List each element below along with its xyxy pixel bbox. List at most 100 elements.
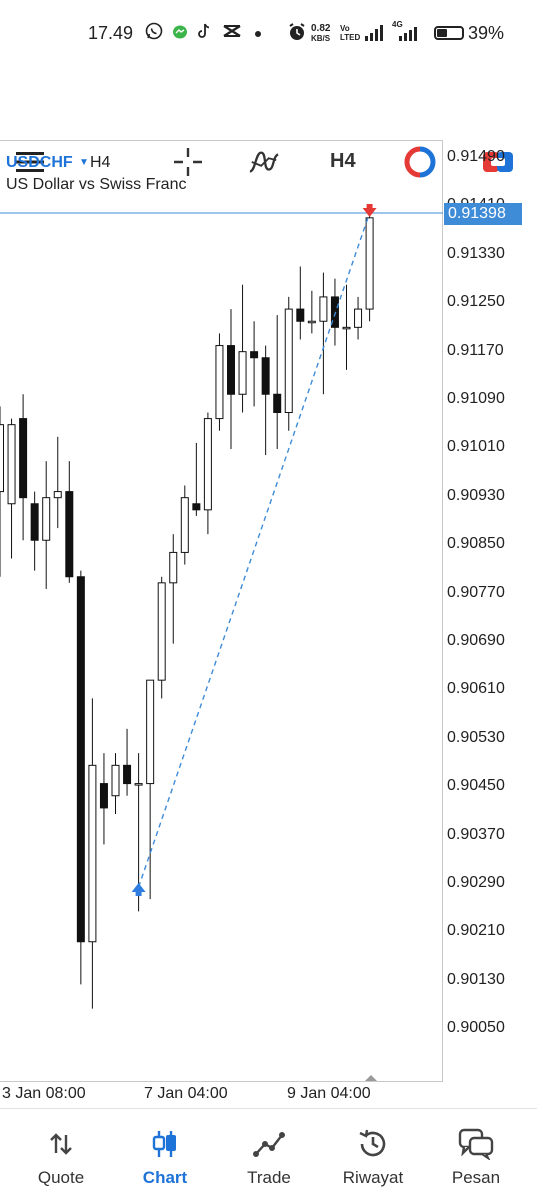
candle [307, 290, 316, 334]
sell-arrow-icon [362, 203, 377, 217]
candlestick-plot[interactable] [0, 141, 443, 1081]
trade-line-icon [224, 1124, 314, 1164]
nav-history[interactable]: Riwayat [328, 1124, 418, 1188]
candle [19, 394, 28, 541]
price-axis-label: 0.90850 [447, 535, 505, 553]
price-axis-label: 0.90530 [447, 728, 505, 746]
capcut-icon [222, 23, 242, 42]
nav-quote[interactable]: Quote [16, 1124, 106, 1188]
price-axis-label: 0.90690 [447, 632, 505, 649]
objects-icon[interactable] [404, 146, 436, 178]
nav-history-label: Riwayat [342, 1168, 404, 1187]
candle [250, 321, 259, 407]
tiktok-icon [196, 22, 212, 43]
alarm-icon [287, 22, 307, 45]
symbol-dropdown-icon[interactable]: ▼ [79, 157, 89, 168]
candle [146, 679, 155, 900]
chart-timeframe: H4 [90, 154, 111, 171]
signal-4g-icon [398, 26, 420, 47]
candle [42, 461, 51, 589]
price-axis-label: 0.90770 [447, 583, 505, 601]
candle [180, 485, 189, 565]
nav-chart-label: Chart [142, 1168, 188, 1187]
price-axis-label: 0.91170 [447, 341, 504, 359]
candle [157, 576, 166, 699]
price-axis-label: 0.91330 [447, 244, 505, 262]
scroll-marker-icon [365, 1075, 377, 1081]
whatsapp-icon [145, 22, 163, 43]
candle [7, 418, 16, 559]
price-axis-label: 0.91490 [447, 148, 505, 165]
candle [169, 534, 178, 644]
candle [215, 333, 224, 431]
price-axis-label: 0.90210 [447, 922, 505, 940]
chart-candles-icon [120, 1124, 210, 1164]
history-icon [328, 1124, 418, 1164]
symbol-label[interactable]: USDCHF [6, 154, 73, 171]
candle [76, 570, 85, 985]
net-speed: 0.82 KB/S [311, 23, 331, 44]
messages-icon [431, 1124, 521, 1164]
candle [296, 266, 305, 340]
time-axis-label: 7 Jan 04:00 [144, 1085, 228, 1102]
candle [227, 309, 235, 449]
battery-icon [434, 26, 464, 40]
candle [238, 284, 247, 413]
chart-area[interactable] [0, 140, 443, 1082]
price-axis-label: 0.91090 [447, 390, 505, 407]
price-axis-label: 0.91250 [447, 293, 505, 311]
trendline[interactable] [137, 212, 371, 888]
nav-messages-label: Pesan [451, 1168, 501, 1187]
time-axis-label: 9 Jan 04:00 [287, 1085, 371, 1102]
candle [273, 315, 282, 449]
price-axis-label: 0.90610 [447, 680, 505, 698]
time-axis-label: 3 Jan 08:00 [2, 1085, 86, 1102]
candle [365, 211, 374, 322]
indicators-icon[interactable] [248, 146, 280, 178]
symbol-description: US Dollar vs Swiss Franc [6, 176, 187, 193]
menu-icon[interactable] [14, 146, 46, 178]
candle [65, 461, 74, 583]
buy-arrow-icon [131, 883, 146, 896]
price-axis-label: 0.90370 [447, 825, 505, 843]
volte-indicator: Vo LTED [340, 24, 361, 42]
price-axis-label: 0.90050 [447, 1019, 505, 1037]
candle [342, 284, 351, 370]
current-price-tag: 0.91398 [444, 203, 522, 225]
dot-icon [255, 31, 261, 37]
candle [284, 296, 293, 431]
price-axis-label: 0.90450 [447, 777, 505, 795]
nav-quote-label: Quote [37, 1168, 85, 1187]
price-axis-label: 0.90930 [447, 486, 505, 504]
bottom-navigation [0, 1108, 537, 1201]
candle [53, 436, 62, 529]
net-type: 4G [392, 20, 403, 29]
status-time: 17.49 [88, 23, 134, 43]
candle [192, 442, 201, 516]
candle [203, 412, 212, 535]
candle [354, 296, 363, 340]
candle [261, 345, 270, 456]
battery-percent: 39% [468, 23, 505, 43]
candle [30, 491, 39, 571]
nav-messages[interactable]: Pesan [431, 1124, 521, 1188]
candle [0, 406, 4, 577]
nav-trade[interactable]: Trade [224, 1124, 314, 1188]
candle [88, 698, 97, 1009]
candle [111, 753, 120, 814]
candle [123, 728, 132, 796]
nav-chart[interactable]: Chart [120, 1124, 210, 1188]
candle [319, 272, 328, 395]
price-axis-label: 0.90290 [447, 874, 505, 891]
quote-arrows-icon [16, 1124, 106, 1164]
signal-icon [364, 24, 386, 47]
price-axis-label: 0.90130 [447, 970, 505, 988]
candle [99, 753, 108, 845]
nav-trade-label: Trade [247, 1168, 291, 1187]
chart-toolbar: H4 [0, 64, 537, 178]
price-axis-label: 0.91010 [447, 438, 505, 456]
trade-toggle-icon[interactable] [482, 146, 514, 178]
messenger-icon [172, 24, 188, 43]
timeframe-label[interactable]: H4 [330, 150, 356, 172]
crosshair-icon[interactable] [172, 146, 204, 178]
